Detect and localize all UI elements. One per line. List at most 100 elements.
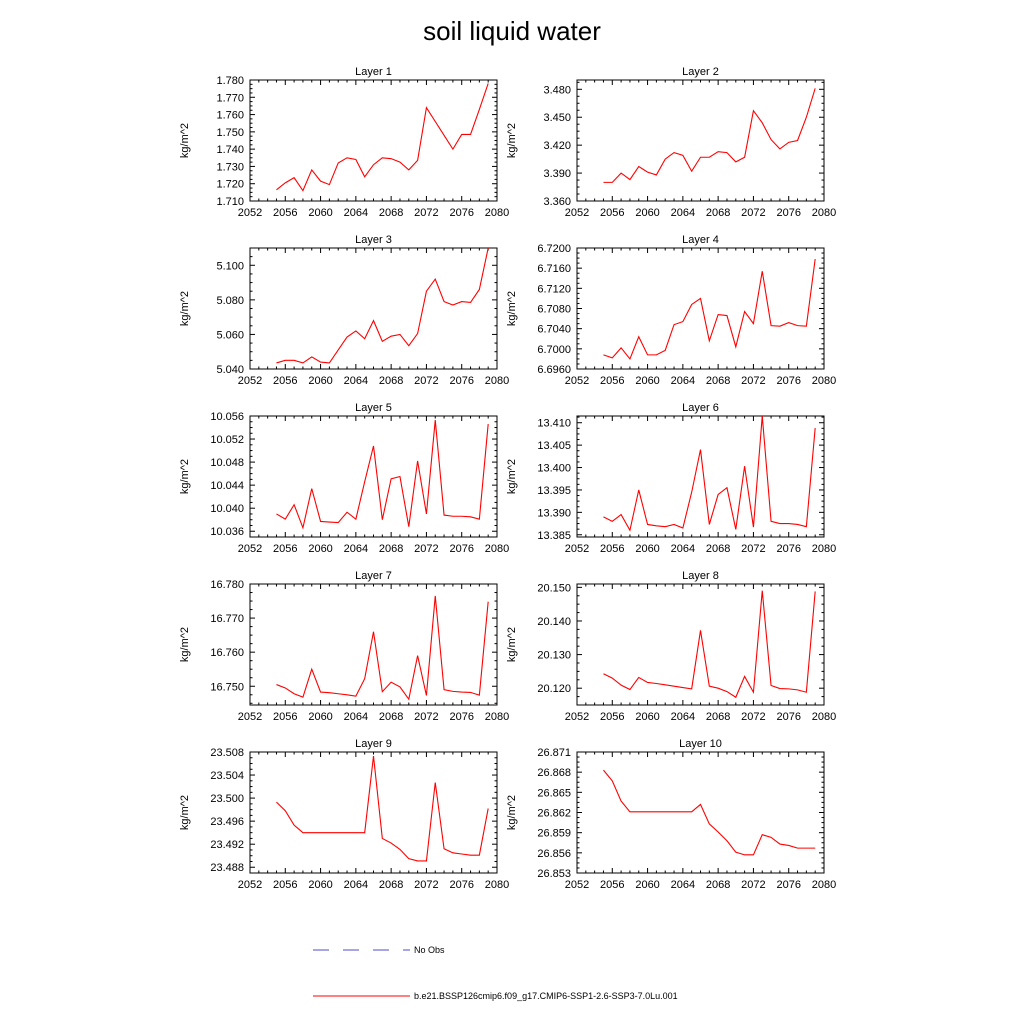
x-tick-label: 2052 xyxy=(565,711,589,723)
x-tick-label: 2056 xyxy=(600,711,624,723)
x-tick-label: 2056 xyxy=(600,375,624,387)
y-tick-label: 23.496 xyxy=(210,816,244,828)
y-tick-label: 10.040 xyxy=(210,503,244,515)
y-tick-label: 3.480 xyxy=(543,84,571,96)
plot-frame xyxy=(576,415,825,538)
y-tick-label: 23.488 xyxy=(210,862,244,874)
y-axis-label: kg/m^2 xyxy=(506,795,518,830)
x-tick-label: 2064 xyxy=(671,543,695,555)
x-tick-label: 2080 xyxy=(812,711,836,723)
series-line xyxy=(276,755,489,862)
x-tick-label: 2080 xyxy=(485,879,509,891)
series-line xyxy=(603,88,816,183)
chart-panel-10: Layer 10 kg/m^2 2052 2056 2060 2064 2068 2072 20… xyxy=(506,738,836,891)
chart-panel-8: Layer 8 kg/m^2 2052 2056 2060 2064 2068 2072 207… xyxy=(506,570,836,723)
x-tick-label: 2056 xyxy=(273,375,297,387)
y-tick-label: 3.360 xyxy=(543,196,571,208)
x-tick-label: 2056 xyxy=(273,543,297,555)
x-tick-label: 2076 xyxy=(449,879,473,891)
y-tick-label: 20.150 xyxy=(537,582,571,594)
y-tick-label: 3.390 xyxy=(543,168,571,180)
x-tick-label: 2076 xyxy=(449,375,473,387)
x-tick-label: 2080 xyxy=(485,375,509,387)
x-tick-label: 2052 xyxy=(565,207,589,219)
x-tick-label: 2068 xyxy=(706,375,730,387)
y-tick-label: 6.7040 xyxy=(537,324,571,336)
x-tick-label: 2072 xyxy=(741,543,765,555)
plot-frame xyxy=(576,79,825,202)
y-tick-label: 1.780 xyxy=(216,75,244,87)
x-tick-label: 2068 xyxy=(379,375,403,387)
x-tick-label: 2060 xyxy=(308,879,332,891)
x-tick-label: 2080 xyxy=(485,543,509,555)
x-tick-label: 2068 xyxy=(706,711,730,723)
y-axis-label: kg/m^2 xyxy=(506,627,518,662)
x-tick-label: 2052 xyxy=(238,711,262,723)
chart-panel-1: Layer 1 kg/m^2 2052 2056 2060 2064 2068 2072 207… xyxy=(179,66,509,219)
y-tick-label: 13.410 xyxy=(537,418,571,430)
y-tick-label: 26.871 xyxy=(537,747,571,759)
x-tick-label: 2060 xyxy=(308,711,332,723)
x-tick-label: 2052 xyxy=(565,375,589,387)
x-tick-label: 2064 xyxy=(344,543,368,555)
series-line xyxy=(603,415,816,532)
x-tick-label: 2068 xyxy=(379,543,403,555)
x-tick-label: 2064 xyxy=(671,879,695,891)
panel-title: Layer 3 xyxy=(355,234,392,246)
x-tick-label: 2056 xyxy=(600,543,624,555)
y-tick-label: 5.080 xyxy=(216,295,244,307)
series-line xyxy=(276,83,489,192)
x-tick-label: 2056 xyxy=(600,879,624,891)
panel-title: Layer 1 xyxy=(355,66,392,78)
y-tick-label: 6.6960 xyxy=(537,364,571,376)
y-axis-label: kg/m^2 xyxy=(179,627,191,662)
y-tick-label: 23.508 xyxy=(210,747,244,759)
chart-panel-9: Layer 9 kg/m^2 2052 2056 2060 2064 2068 2072 207… xyxy=(179,738,509,891)
x-tick-label: 2080 xyxy=(485,711,509,723)
x-tick-label: 2076 xyxy=(449,711,473,723)
y-tick-label: 1.710 xyxy=(216,196,244,208)
y-tick-label: 16.770 xyxy=(210,613,244,625)
y-tick-label: 16.750 xyxy=(210,681,244,693)
y-tick-label: 6.7160 xyxy=(537,263,571,275)
x-tick-label: 2076 xyxy=(449,543,473,555)
x-tick-label: 2076 xyxy=(776,879,800,891)
legend-obs-label: No Obs xyxy=(414,945,445,955)
x-tick-label: 2060 xyxy=(308,543,332,555)
x-tick-label: 2064 xyxy=(344,711,368,723)
y-tick-label: 10.052 xyxy=(210,434,244,446)
x-tick-label: 2060 xyxy=(635,207,659,219)
x-tick-label: 2068 xyxy=(706,207,730,219)
y-axis-label: kg/m^2 xyxy=(179,795,191,830)
y-axis-label: kg/m^2 xyxy=(179,459,191,494)
legend-model-label: b.e21.BSSP126cmip6.f09_g17.CMIP6-SSP1-2.… xyxy=(414,991,678,1001)
y-tick-label: 26.853 xyxy=(537,868,571,880)
y-axis-label: kg/m^2 xyxy=(506,123,518,158)
x-tick-label: 2060 xyxy=(635,375,659,387)
x-tick-label: 2060 xyxy=(635,711,659,723)
panel-title: Layer 2 xyxy=(682,66,719,78)
series-line xyxy=(603,769,816,856)
y-tick-label: 26.865 xyxy=(537,787,571,799)
x-tick-label: 2064 xyxy=(671,375,695,387)
chart-panel-6: Layer 6 kg/m^2 2052 2056 2060 2064 2068 2072 207… xyxy=(506,402,836,555)
y-tick-label: 1.770 xyxy=(216,92,244,104)
y-tick-label: 13.395 xyxy=(537,485,571,497)
panel-title: Layer 9 xyxy=(355,738,392,750)
x-tick-label: 2060 xyxy=(308,375,332,387)
panel-title: Layer 8 xyxy=(682,570,719,582)
y-tick-label: 13.385 xyxy=(537,530,571,542)
x-tick-label: 2056 xyxy=(273,711,297,723)
plot-frame xyxy=(576,583,825,706)
x-tick-label: 2072 xyxy=(414,375,438,387)
x-tick-label: 2060 xyxy=(635,543,659,555)
y-axis-label: kg/m^2 xyxy=(506,459,518,494)
x-tick-label: 2056 xyxy=(600,207,624,219)
chart-panel-4: Layer 4 kg/m^2 2052 2056 2060 2064 2068 2072 207… xyxy=(506,234,836,387)
panel-title: Layer 7 xyxy=(355,570,392,582)
x-tick-label: 2072 xyxy=(741,375,765,387)
y-tick-label: 23.492 xyxy=(210,839,244,851)
x-tick-label: 2068 xyxy=(706,543,730,555)
x-tick-label: 2064 xyxy=(671,711,695,723)
